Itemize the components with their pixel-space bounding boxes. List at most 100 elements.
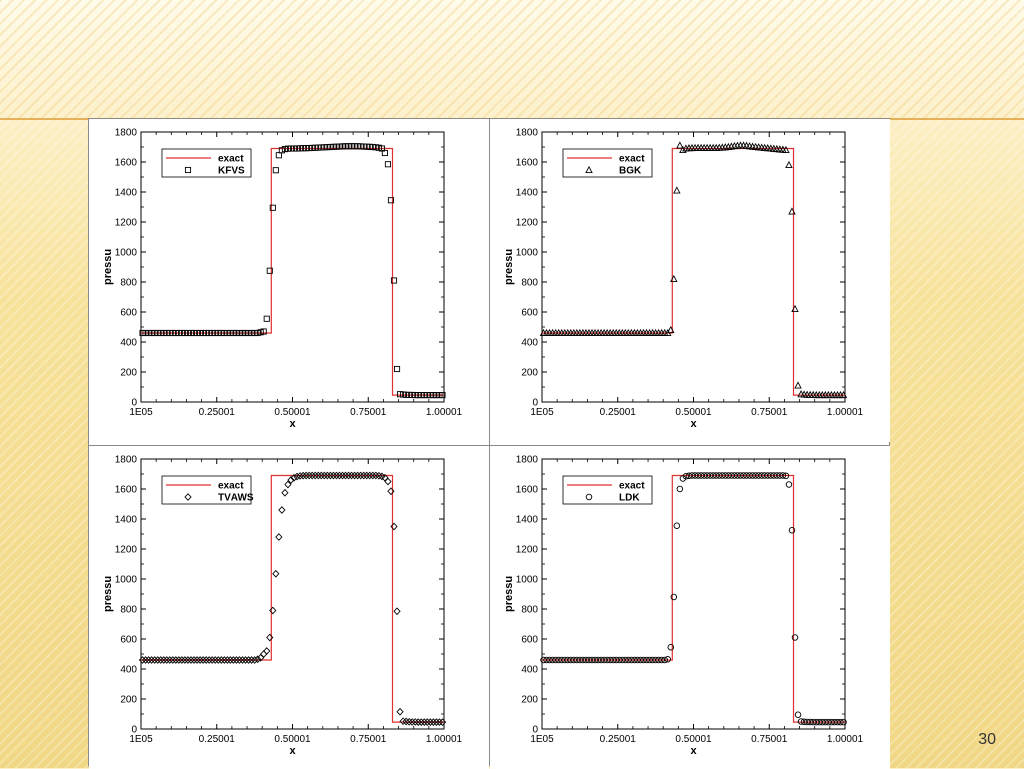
- x-axis-label: x: [289, 418, 296, 430]
- y-tick-label: 200: [521, 695, 538, 706]
- x-tick-label: 1E05: [530, 734, 554, 745]
- exact-solution-line: [542, 476, 845, 723]
- y-tick-label: 600: [521, 635, 538, 646]
- y-tick-label: 400: [120, 665, 137, 676]
- x-tick-label: 0.75001: [751, 734, 788, 745]
- x-tick-label: 1E05: [530, 407, 554, 418]
- y-axis-label: pressu: [503, 576, 515, 612]
- legend: exactKFVS: [162, 149, 251, 177]
- y-tick-label: 1600: [516, 485, 539, 496]
- y-tick-label: 1200: [516, 545, 539, 556]
- chart-panel-tvaws: 0 200 400 600 800 1000 1200 1400 1600 1800 1E05 0.…: [89, 446, 489, 769]
- legend-label-exact: exact: [218, 154, 244, 165]
- data-point: [677, 486, 683, 492]
- y-tick-label: 400: [521, 338, 538, 349]
- exact-solution-line: [141, 476, 444, 723]
- x-tick-label: 1E05: [129, 407, 153, 418]
- y-axis-label: pressu: [503, 249, 515, 285]
- x-tick-label: 0.25001: [199, 407, 236, 418]
- chart-panel-bgk: 0 200 400 600 800 1000 1200 1400 1600 1800 1E05 0.…: [490, 119, 890, 442]
- y-tick-label: 600: [120, 635, 137, 646]
- y-tick-label: 1800: [516, 455, 539, 466]
- y-tick-label: 800: [120, 278, 137, 289]
- data-point: [273, 168, 278, 173]
- exact-solution-line: [542, 149, 845, 396]
- data-point: [282, 490, 288, 496]
- x-tick-label: 0.50001: [675, 407, 712, 418]
- legend-label-method: LDK: [619, 493, 640, 504]
- data-point: [786, 482, 792, 488]
- data-point: [264, 316, 269, 321]
- data-point: [677, 142, 683, 148]
- legend-label-exact: exact: [619, 481, 645, 492]
- x-tick-label: 0.75001: [350, 734, 387, 745]
- data-point: [795, 712, 801, 718]
- data-point: [279, 507, 285, 513]
- y-tick-label: 1400: [115, 515, 138, 526]
- exact-solution-line: [141, 149, 444, 396]
- legend-label-exact: exact: [619, 154, 645, 165]
- x-tick-label: 0.50001: [675, 734, 712, 745]
- y-tick-label: 200: [120, 695, 137, 706]
- data-point: [273, 571, 279, 577]
- y-tick-label: 1800: [516, 128, 539, 139]
- data-point: [276, 153, 281, 158]
- data-point: [674, 523, 680, 529]
- y-tick-label: 200: [120, 368, 137, 379]
- y-tick-label: 1600: [115, 485, 138, 496]
- legend: exactTVAWS: [162, 476, 254, 504]
- data-point: [795, 382, 801, 388]
- marker-series: [541, 142, 847, 397]
- marker-series: [140, 472, 446, 725]
- marker-series: [541, 473, 847, 725]
- y-tick-label: 1000: [516, 575, 539, 586]
- x-tick-label: 1.00001: [426, 407, 463, 418]
- y-tick-label: 1000: [115, 575, 138, 586]
- data-point: [674, 187, 680, 193]
- x-axis-label: x: [690, 418, 697, 430]
- y-tick-label: 1000: [115, 248, 138, 259]
- chart-bgk: 0200400600800100012001400160018001E05 0.…: [490, 119, 890, 445]
- data-point: [385, 478, 391, 484]
- legend-label-method: KFVS: [218, 166, 245, 177]
- chart-tvaws: 0 200 400 600 800 1000 1200 1400 1600 1800 1E05 0.…: [89, 446, 489, 766]
- y-tick-label: 1400: [516, 188, 539, 199]
- y-tick-label: 600: [521, 308, 538, 319]
- data-point: [786, 162, 792, 168]
- y-tick-label: 800: [521, 605, 538, 616]
- y-tick-label: 1800: [115, 128, 138, 139]
- marker-series: [140, 144, 445, 398]
- y-axis-label: pressu: [102, 249, 114, 285]
- x-tick-label: 0.25001: [600, 407, 637, 418]
- y-tick-label: 1800: [115, 455, 138, 466]
- y-tick-label: 1400: [516, 515, 539, 526]
- legend-label-method: BGK: [619, 166, 642, 177]
- x-tick-label: 0.50001: [274, 407, 311, 418]
- data-point: [264, 648, 270, 654]
- x-axis-label: x: [690, 745, 697, 757]
- y-tick-label: 1600: [115, 158, 138, 169]
- panel-divider-vertical: [489, 119, 490, 765]
- y-tick-label: 200: [521, 368, 538, 379]
- slide-header-band: [0, 0, 1024, 118]
- x-tick-label: 1.00001: [827, 407, 864, 418]
- legend: exactBGK: [563, 149, 652, 177]
- y-tick-label: 1200: [516, 218, 539, 229]
- chart-kfvs: 0200400600800100012001400160018001E05 0.…: [89, 119, 489, 445]
- y-tick-label: 1600: [516, 158, 539, 169]
- chart-panel-ldk: 0 200 400 600 800 1000 1200 1400 1600 1800 1E05 0.…: [490, 446, 890, 769]
- x-tick-label: 0.75001: [350, 407, 387, 418]
- y-tick-label: 1400: [115, 188, 138, 199]
- data-point: [261, 651, 267, 657]
- x-tick-label: 1E05: [129, 734, 153, 745]
- data-point: [397, 709, 403, 715]
- y-tick-label: 400: [521, 665, 538, 676]
- data-point: [394, 366, 399, 371]
- y-tick-label: 800: [120, 605, 137, 616]
- x-tick-label: 0.25001: [600, 734, 637, 745]
- legend-label-method: TVAWS: [218, 493, 254, 504]
- x-tick-label: 0.25001: [199, 734, 236, 745]
- y-tick-label: 600: [120, 308, 137, 319]
- x-tick-label: 0.50001: [274, 734, 311, 745]
- page-number: 30: [978, 731, 996, 749]
